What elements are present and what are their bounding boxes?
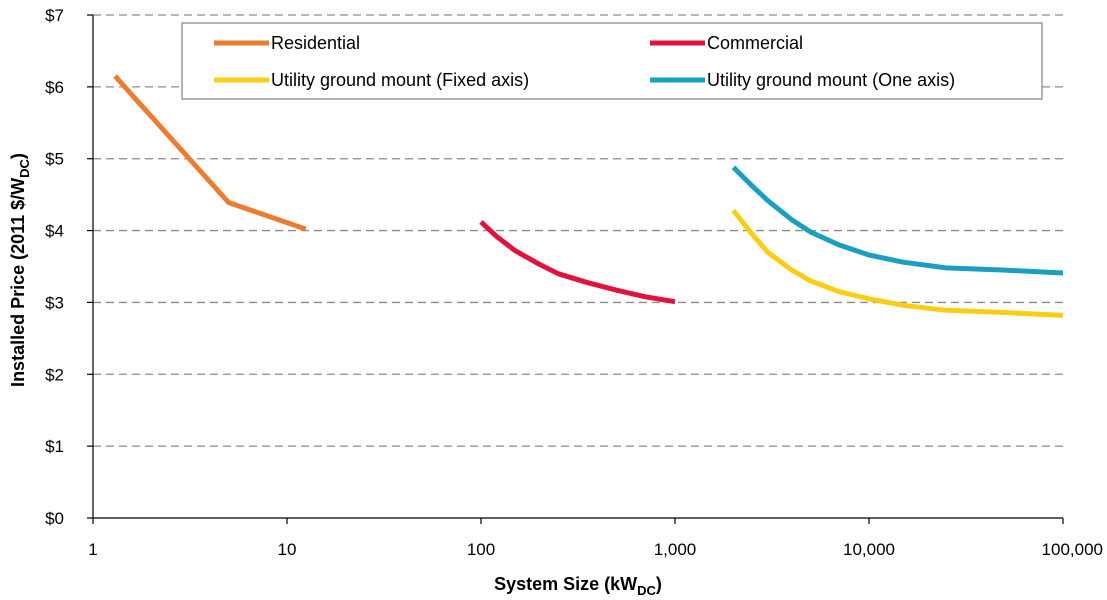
x-tick-label: 1 xyxy=(88,540,97,559)
x-tick-label: 1,000 xyxy=(654,540,697,559)
x-axis-title: System Size (kWDC) xyxy=(494,574,662,598)
x-tick-label: 100 xyxy=(467,540,495,559)
series-line-1 xyxy=(479,220,676,305)
tick-labels: $0 $1 $2 $3 $4 $5 $6 $7 1 10 100 1,000 10,000 100,000 xyxy=(45,6,1103,559)
legend-label: Utility ground mount (Fixed axis) xyxy=(271,70,529,90)
series-line-2 xyxy=(731,208,1064,318)
y-tick-label: $5 xyxy=(45,150,64,169)
x-tick-label: 10,000 xyxy=(843,540,895,559)
y-axis-title: Installed Price (2011 $/WDC) xyxy=(8,153,32,387)
legend-box xyxy=(181,22,1043,100)
legend-label: Residential xyxy=(271,33,360,53)
y-tick-label: $3 xyxy=(45,293,64,312)
x-tick-label: 100,000 xyxy=(1042,540,1103,559)
x-tick-label: 10 xyxy=(278,540,297,559)
y-tick-label: $4 xyxy=(45,222,64,241)
legend-label: Utility ground mount (One axis) xyxy=(707,70,955,90)
series-lines xyxy=(113,74,1064,318)
series-line-0 xyxy=(113,74,307,232)
y-tick-label: $2 xyxy=(45,365,64,384)
legend-label: Commercial xyxy=(707,33,803,53)
y-tick-label: $1 xyxy=(45,437,64,456)
legend: Residential Commercial Utility ground moun… xyxy=(181,22,1043,100)
y-tick-label: $7 xyxy=(45,6,64,25)
series-line-3 xyxy=(731,165,1064,276)
axes xyxy=(87,14,1064,524)
y-tick-label: $0 xyxy=(45,509,64,528)
y-tick-label: $6 xyxy=(45,78,64,97)
